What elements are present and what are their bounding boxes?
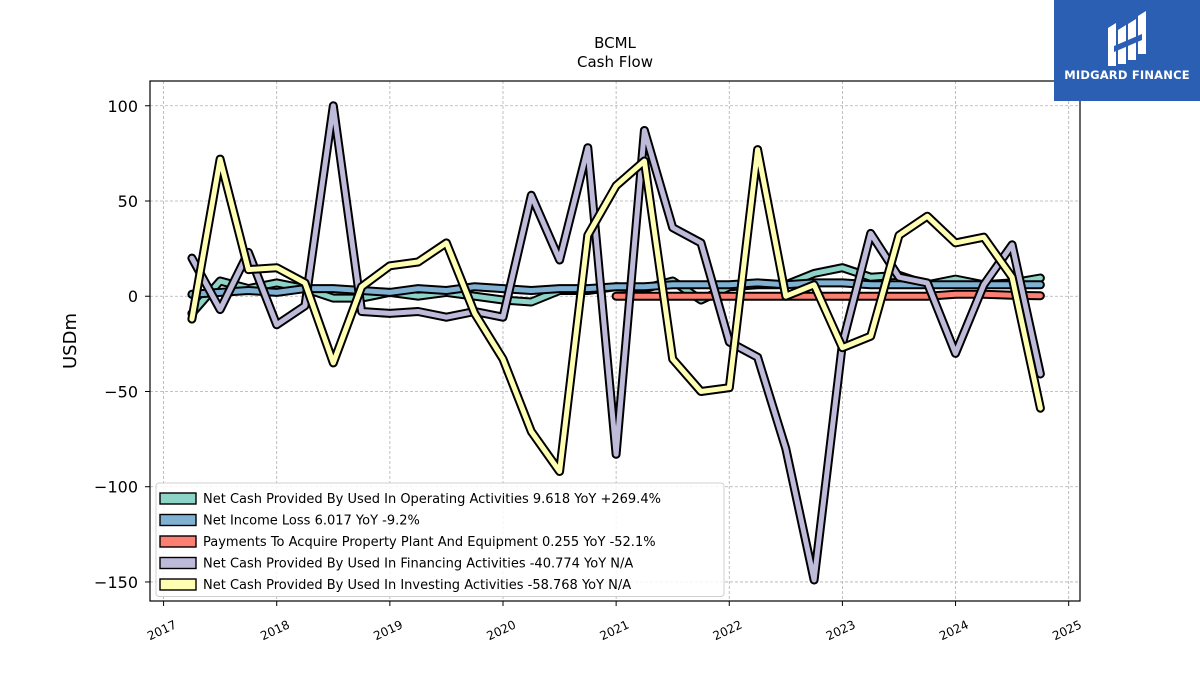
x-tick-label: 2023 — [824, 618, 858, 644]
legend-label: Payments To Acquire Property Plant And E… — [203, 535, 656, 550]
series-path — [189, 147, 1043, 474]
series-path — [613, 291, 1043, 299]
y-tick-label: −150 — [94, 573, 138, 592]
brand-name: MIDGARD FINANCE — [1064, 68, 1190, 82]
x-tick-label: 2022 — [711, 618, 745, 644]
series-path — [189, 280, 1043, 297]
legend-box — [155, 482, 725, 597]
chart-subtitle: Cash Flow — [577, 53, 653, 71]
y-tick-label: −50 — [104, 382, 138, 401]
x-tick-label: 2025 — [1050, 618, 1084, 644]
plot-frame — [149, 80, 1081, 602]
y-tick-label: 0 — [128, 287, 138, 306]
series-line — [187, 145, 1045, 476]
legend: Net Cash Provided By Used In Operating A… — [155, 482, 725, 597]
chart-title: BCML — [594, 34, 636, 52]
series-line — [611, 289, 1045, 301]
y-axis-label: USDm — [60, 313, 81, 369]
x-tick-label: 2020 — [485, 618, 519, 644]
legend-label: Net Cash Provided By Used In Financing A… — [203, 557, 633, 572]
midgard-logo-icon — [1108, 11, 1146, 66]
brand-logo: MIDGARD FINANCE — [1054, 0, 1200, 101]
series-line — [187, 101, 1045, 585]
legend-swatch — [159, 535, 197, 548]
legend-label: Net Cash Provided By Used In Investing A… — [203, 578, 631, 593]
x-tick-label: 2021 — [598, 618, 632, 644]
legend-label: Net Cash Provided By Used In Operating A… — [203, 492, 661, 507]
x-tick-label: 2024 — [937, 618, 971, 644]
legend-swatch — [159, 578, 197, 591]
legend-swatch — [159, 513, 197, 527]
x-tick-label: 2019 — [371, 618, 405, 644]
y-tick-label: 100 — [107, 97, 138, 116]
series-line — [187, 278, 1045, 299]
legend-swatch — [159, 492, 197, 505]
x-tick-label: 2017 — [145, 618, 179, 644]
y-tick-label: −100 — [94, 478, 138, 497]
x-tick-label: 2018 — [258, 618, 292, 644]
series-layer — [187, 101, 1045, 585]
legend-swatch — [159, 556, 197, 570]
legend-label: Net Income Loss 6.017 YoY -9.2% — [203, 514, 420, 529]
series-path — [189, 103, 1043, 583]
y-tick-label: 50 — [118, 192, 138, 211]
